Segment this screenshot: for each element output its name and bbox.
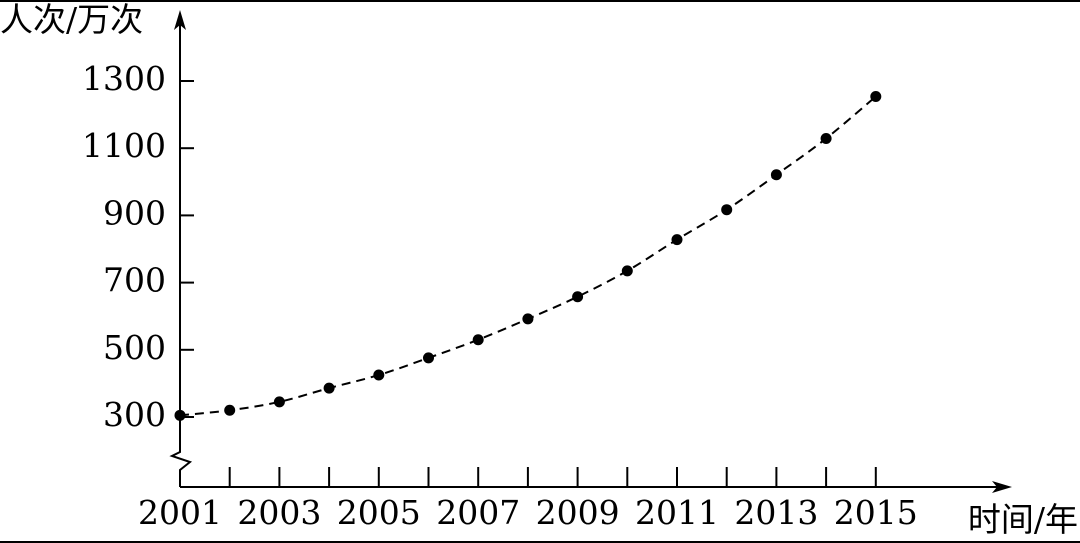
data-point (671, 234, 683, 246)
x-tick-label: 2011 (635, 493, 719, 532)
x-tick-label: 2003 (237, 493, 321, 532)
x-tick-label: 2001 (138, 493, 222, 532)
y-tick-label: 1300 (82, 59, 166, 98)
y-tick-label: 500 (103, 328, 166, 367)
y-tick-label: 1100 (82, 126, 166, 165)
y-axis-arrow (174, 10, 186, 30)
x-tick-label: 2007 (436, 493, 520, 532)
y-tick-label: 900 (103, 193, 166, 232)
data-point (224, 404, 236, 416)
data-point (572, 291, 584, 303)
x-tick-label: 2013 (734, 493, 818, 532)
x-axis-title: 时间/年 (968, 500, 1078, 539)
data-point (621, 265, 633, 277)
data-point (423, 352, 434, 364)
y-tick-label: 300 (103, 395, 166, 434)
data-point (870, 90, 882, 102)
y-axis (169, 22, 193, 487)
data-point (820, 132, 832, 144)
data-point (273, 396, 285, 408)
data-point (174, 409, 186, 421)
x-tick-label: 2009 (536, 493, 620, 532)
x-axis-arrow (992, 481, 1012, 493)
data-point (522, 313, 534, 325)
y-axis-title: 人次/万次 (0, 0, 143, 39)
data-point (770, 169, 782, 181)
y-tick-label: 700 (103, 261, 166, 300)
x-tick-label: 2005 (337, 493, 421, 532)
data-point (323, 382, 335, 394)
x-tick-label: 2015 (834, 493, 918, 532)
trend-line (179, 95, 877, 417)
data-point (721, 204, 733, 216)
data-point (373, 369, 385, 381)
data-point (472, 334, 484, 346)
